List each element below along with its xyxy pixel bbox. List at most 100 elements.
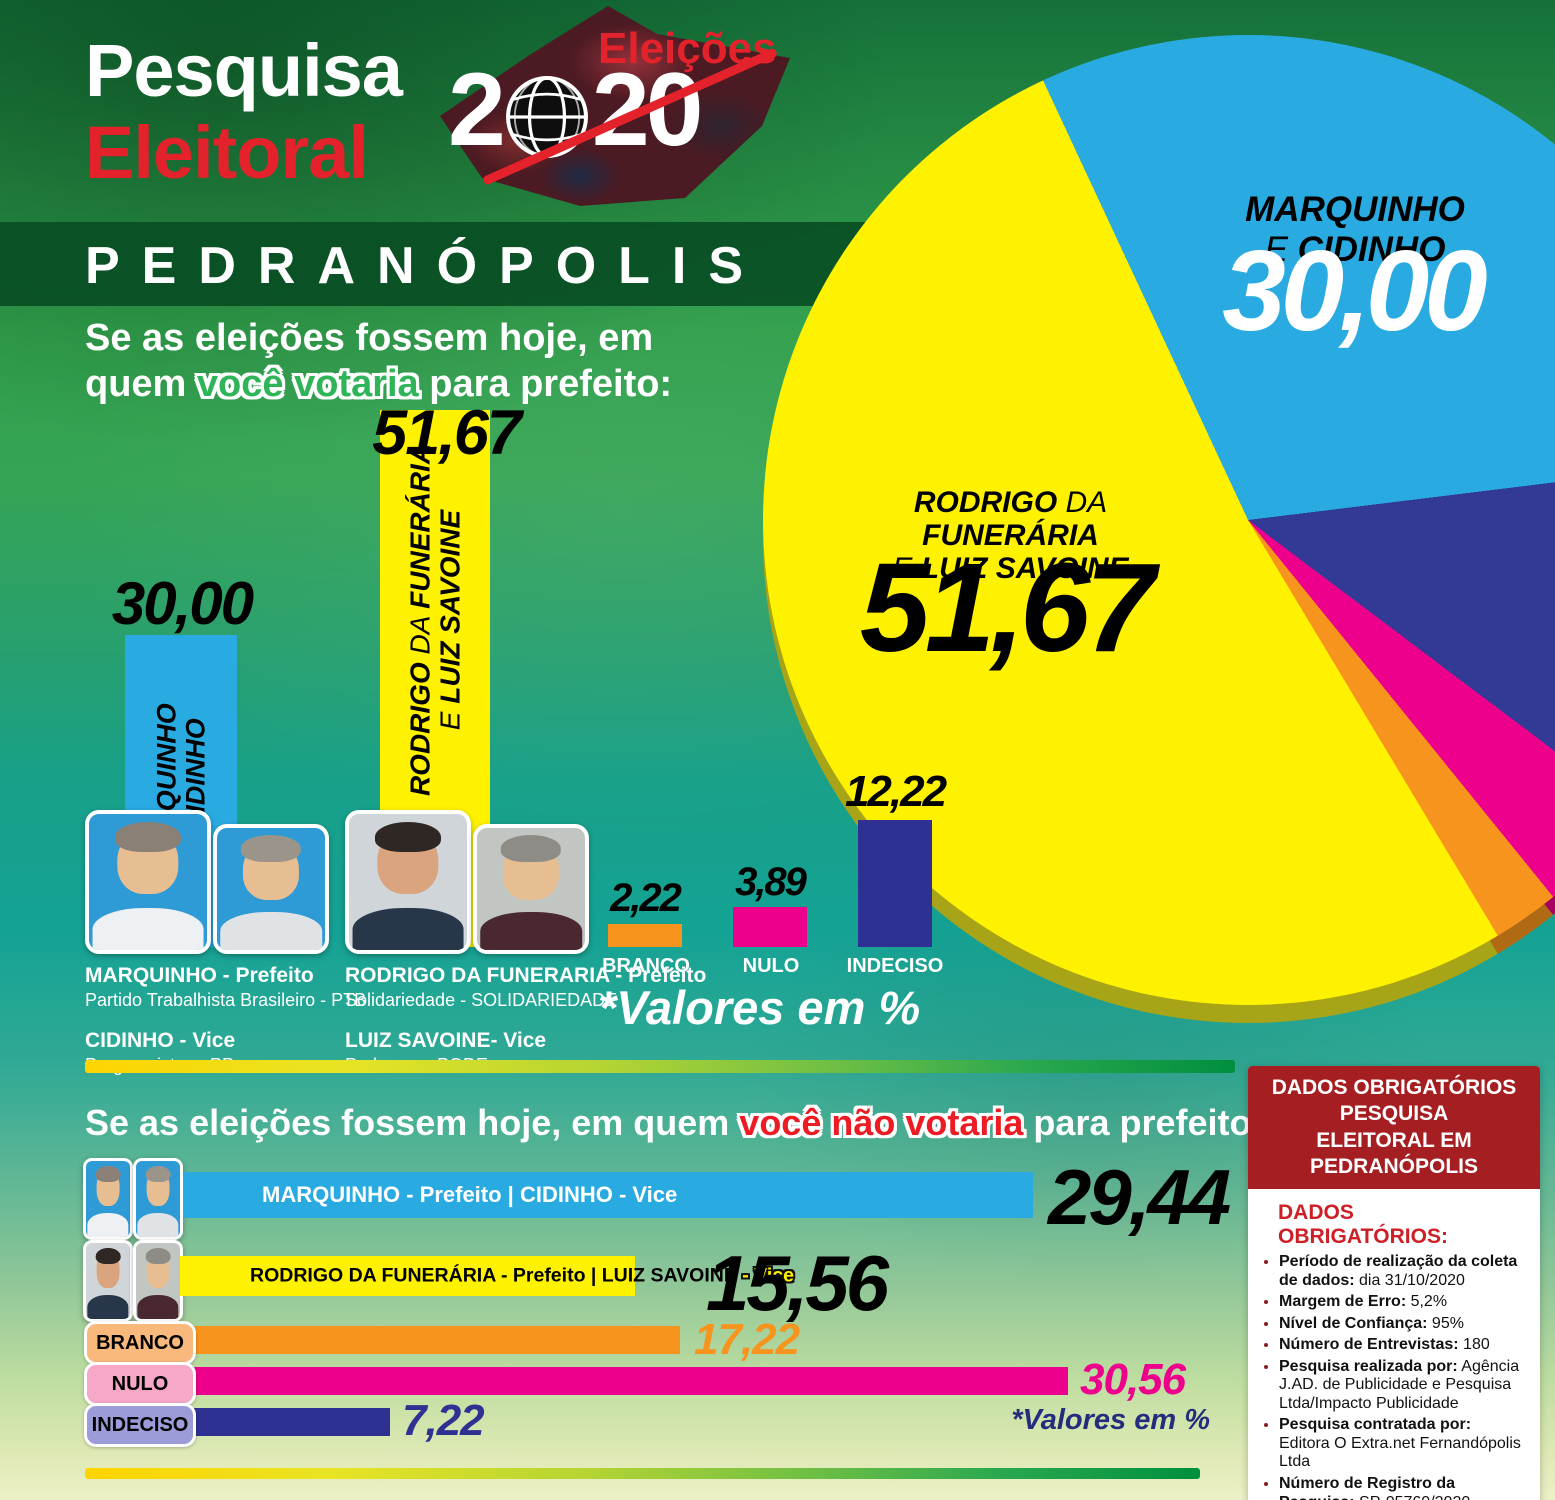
hbar-branco xyxy=(102,1326,680,1354)
value-rodrigo: 51,67 xyxy=(372,398,522,468)
hbar-label-rodrigo-tail: - Vice xyxy=(742,1264,794,1287)
category-branco: BRANCO xyxy=(602,955,690,977)
item-entrevistas-value: 180 xyxy=(1458,1336,1490,1354)
bar-label-rodrigo: RODRIGO xyxy=(404,654,436,797)
caption-rodrigo-name: RODRIGO DA FUNERARIA - Prefeito xyxy=(345,964,707,987)
mandatory-data-body: DADOS OBRIGATÓRIOS: Período de realizaçã… xyxy=(1248,1189,1540,1500)
question-votaria-line2-post: para prefeito: xyxy=(418,362,673,405)
photo-small-cidinho-hair xyxy=(145,1165,171,1183)
mandatory-data-title: DADOS OBRIGATÓRIOS: xyxy=(1278,1201,1448,1248)
hvalue-indeciso: 7,22 xyxy=(402,1396,485,1445)
pie-value-marquinho: 30,00 xyxy=(1222,228,1487,355)
pill-branco: BRANCO xyxy=(84,1321,196,1365)
photo-small-marquinho-torso xyxy=(87,1213,129,1237)
photo-small-rodrigo-torso xyxy=(87,1295,129,1319)
question-nao-votaria-pre: Se as eleições fossem hoje, em quem xyxy=(85,1102,740,1143)
hvalue-marquinho-cidinho: 29,44 xyxy=(1048,1153,1231,1241)
item-confianca-value: 95% xyxy=(1427,1314,1464,1332)
item-realizada-value: Agência J.AD. de Publicidade e Pesquisa … xyxy=(1279,1357,1520,1412)
hbar-rodrigo-luiz xyxy=(180,1256,635,1296)
pie-value-rodrigo: 51,67 xyxy=(859,537,1155,678)
photo-marquinho-torso xyxy=(92,907,204,950)
mandatory-data-header-l2: ELEITORAL EM PEDRANÓPOLIS xyxy=(1309,1128,1479,1178)
globe-icon xyxy=(504,73,590,159)
note-valores-em-percent-1: *Valores em % xyxy=(598,981,921,1034)
hbar-nulo xyxy=(102,1367,1068,1395)
mandatory-data-panel: DADOS OBRIGATÓRIOS PESQUISA ELEITORAL EM… xyxy=(1248,1066,1540,1500)
pie-label-rodrigo-luiz: LUIZ SAVOINE xyxy=(920,552,1129,585)
value-branco: 2,22 xyxy=(610,876,682,920)
bar-indeciso xyxy=(858,820,932,947)
list-item-entrevistas: Número de Entrevistas: 180 xyxy=(1279,1336,1526,1355)
photo-small-luiz xyxy=(133,1240,183,1322)
question-votaria-line2-pre: quem xyxy=(85,362,197,405)
bar-label-funeraria: FUNERÁRIA xyxy=(404,443,436,609)
hbar-label-rodrigo-luiz: RODRIGO DA FUNERÁRIA - Prefeito | LUIZ S… xyxy=(250,1265,794,1288)
photo-rodrigo-torso xyxy=(352,907,464,950)
divider-gradient-bottom xyxy=(85,1468,1200,1479)
list-item-realizada: Pesquisa realizada por: Agência J.AD. de… xyxy=(1279,1358,1526,1414)
photo-marquinho xyxy=(85,810,211,954)
page-title-city: PEDRANÓPOLIS xyxy=(85,237,766,295)
question-nao-votaria-highlight: você não votaria xyxy=(739,1102,1024,1143)
pie-label-marquinho-e: E xyxy=(1264,230,1298,269)
list-item-confianca: Nível de Confiança: 95% xyxy=(1279,1315,1526,1334)
photo-rodrigo xyxy=(345,810,471,954)
photo-cidinho-hair xyxy=(240,835,302,863)
photo-luiz xyxy=(473,824,589,954)
question-votaria-highlight: você votaria xyxy=(196,362,419,405)
divider-gradient-top xyxy=(85,1060,1235,1073)
hvalue-rodrigo-luiz: 15,56 xyxy=(706,1239,889,1327)
item-realizada-label: Pesquisa realizada por: xyxy=(1279,1357,1458,1375)
category-indeciso: INDECISO xyxy=(846,955,944,977)
list-item-contratada: Pesquisa contratada por: Editora O Extra… xyxy=(1279,1416,1526,1472)
bar-label-rodrigo-luiz: RODRIGO DA FUNERÁRIA E LUIZ SAVOINE xyxy=(404,443,465,797)
caption-rodrigo-luiz: RODRIGO DA FUNERARIA - Prefeito Solidari… xyxy=(345,962,706,1077)
bar-branco xyxy=(608,924,682,947)
brand-title-line1: Pesquisa xyxy=(85,29,403,112)
category-nulo: NULO xyxy=(742,955,800,977)
photo-small-cidinho xyxy=(133,1158,183,1240)
photo-small-rodrigo xyxy=(83,1240,133,1322)
photo-luiz-torso xyxy=(480,912,582,950)
item-periodo-label: Período de realização da coleta de dados… xyxy=(1279,1253,1518,1289)
photo-cidinho xyxy=(213,824,329,954)
pill-indeciso: INDECISO xyxy=(84,1403,196,1447)
pill-nulo: NULO xyxy=(84,1362,196,1406)
pie-label-marquinho-l1: MARQUINHO xyxy=(1245,190,1465,229)
pie-label-rodrigo-name: RODRIGO xyxy=(913,486,1066,519)
photo-small-luiz-torso xyxy=(137,1295,179,1319)
pie-label-rodrigo: RODRIGO DA FUNERÁRIA E LUIZ SAVOINE xyxy=(838,486,1183,585)
photo-small-marquinho-hair xyxy=(95,1165,121,1183)
list-item-periodo: Período de realização da coleta de dados… xyxy=(1279,1253,1526,1290)
bar-nulo xyxy=(733,907,807,947)
photo-small-marquinho xyxy=(83,1158,133,1240)
item-registro-label: Número de Registro da Pesquisa: xyxy=(1279,1475,1456,1500)
value-marquinho: 30,00 xyxy=(111,570,254,637)
caption-cidinho-name: CIDINHO - Vice xyxy=(85,1028,236,1052)
mandatory-data-list: Período de realização da coleta de dados… xyxy=(1262,1253,1526,1500)
photo-rodrigo-hair xyxy=(374,822,442,853)
item-margem-value: 5,2% xyxy=(1406,1293,1448,1311)
badge-year-2020: 2 20 xyxy=(448,58,704,162)
pie-label-rodrigo-funeraria: FUNERÁRIA xyxy=(922,519,1099,552)
caption-marquinho-cidinho: MARQUINHO - Prefeito Partido Trabalhista… xyxy=(85,962,366,1077)
item-periodo-value: dia 31/10/2020 xyxy=(1354,1271,1465,1289)
question-votaria: Se as eleições fossem hoje, em quem você… xyxy=(85,316,672,407)
question-nao-votaria-post: para prefeito: xyxy=(1023,1102,1264,1143)
item-confianca-label: Nível de Confiança: xyxy=(1279,1314,1428,1332)
item-contratada-value: Editora O Extra.net Fernandópolis Ltda xyxy=(1279,1434,1521,1471)
hbar-marquinho-cidinho xyxy=(183,1172,1033,1218)
caption-marquinho-name: MARQUINHO - Prefeito xyxy=(85,964,314,987)
bar-label-rodrigo-da: DA xyxy=(404,608,436,655)
pie-label-rodrigo-e: E xyxy=(892,552,921,585)
value-indeciso: 12,22 xyxy=(844,767,947,816)
hbar-label-marquinho-cidinho: MARQUINHO - Prefeito | CIDINHO - Vice xyxy=(262,1182,678,1207)
list-item-margem: Margem de Erro: 5,2% xyxy=(1279,1293,1526,1312)
question-votaria-line1: Se as eleições fossem hoje, em xyxy=(85,317,654,359)
value-nulo: 3,89 xyxy=(735,860,807,904)
brand-title-line2: Eleitoral xyxy=(85,111,369,194)
mandatory-data-header: DADOS OBRIGATÓRIOS PESQUISA ELEITORAL EM… xyxy=(1248,1066,1540,1189)
hbar-label-rodrigo-main: RODRIGO DA FUNERÁRIA - Prefeito | LUIZ S… xyxy=(250,1264,743,1287)
photo-small-cidinho-torso xyxy=(137,1213,179,1237)
